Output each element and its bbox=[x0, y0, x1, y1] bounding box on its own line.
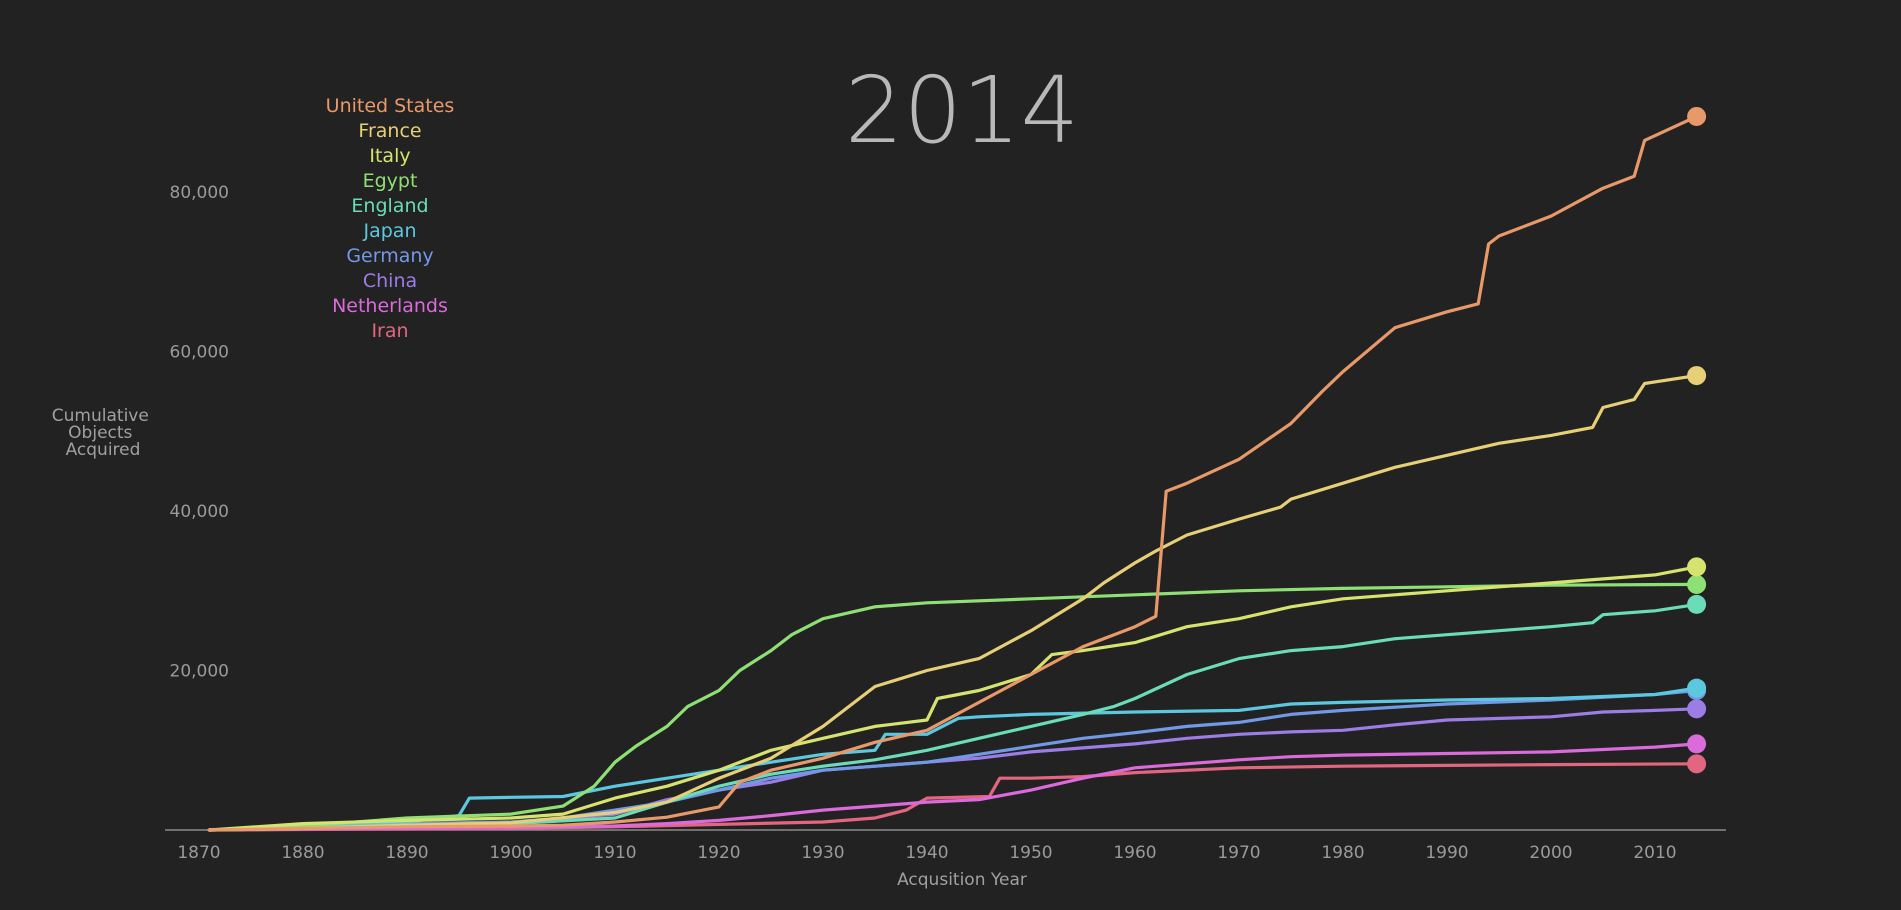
y-axis-title-line: Objects bbox=[68, 423, 132, 443]
series-end-marker-france bbox=[1687, 366, 1707, 386]
y-tick-label: 60,000 bbox=[170, 343, 229, 363]
x-tick-label: 1900 bbox=[489, 843, 532, 863]
series-line-united-states bbox=[207, 114, 1699, 832]
legend: United States France Italy Egypt England Japa… bbox=[326, 95, 455, 342]
series-end-marker-england bbox=[1687, 594, 1707, 614]
x-tick-label: 1870 bbox=[177, 843, 220, 863]
legend-item: Netherlands bbox=[332, 295, 448, 317]
series-end-marker-china bbox=[1687, 699, 1707, 719]
y-tick-label: 80,000 bbox=[170, 183, 229, 203]
x-tick-labels: 1870 1880 1890 1900 1910 1920 1930 1940 1950 1960… bbox=[177, 843, 1676, 863]
y-axis-title: Cumulative Objects Acquired bbox=[52, 406, 154, 460]
legend-item: Italy bbox=[369, 145, 410, 167]
x-tick-label: 1960 bbox=[1113, 843, 1156, 863]
legend-item: England bbox=[351, 195, 428, 217]
y-tick-labels: 20,000 40,000 60,000 80,000 bbox=[170, 183, 229, 681]
y-axis-title-line: Cumulative bbox=[52, 406, 149, 426]
x-tick-label: 1890 bbox=[385, 843, 428, 863]
series-line-italy bbox=[207, 565, 1699, 832]
legend-item: Germany bbox=[346, 245, 433, 267]
series-line-netherlands bbox=[207, 742, 1699, 832]
x-tick-label: 1990 bbox=[1425, 843, 1468, 863]
series-line-france bbox=[207, 374, 1699, 832]
series-end-marker-united-states bbox=[1687, 106, 1707, 126]
series-end-marker-italy bbox=[1687, 557, 1707, 577]
legend-item: France bbox=[358, 120, 421, 142]
series-line-england bbox=[207, 602, 1699, 832]
legend-item: China bbox=[363, 270, 417, 292]
legend-item: Egypt bbox=[363, 170, 418, 192]
x-tick-label: 2000 bbox=[1529, 843, 1572, 863]
x-tick-label: 1970 bbox=[1217, 843, 1260, 863]
series-end-marker-iran bbox=[1687, 754, 1707, 774]
x-tick-label: 2010 bbox=[1633, 843, 1676, 863]
series-line-china bbox=[207, 707, 1699, 832]
legend-item: Japan bbox=[363, 220, 417, 242]
x-tick-label: 1910 bbox=[593, 843, 636, 863]
series-lines bbox=[207, 106, 1707, 832]
y-tick-label: 20,000 bbox=[170, 662, 229, 682]
x-tick-label: 1880 bbox=[281, 843, 324, 863]
x-tick-label: 1920 bbox=[697, 843, 740, 863]
x-tick-label: 1940 bbox=[905, 843, 948, 863]
series-end-marker-netherlands bbox=[1687, 734, 1707, 754]
x-tick-label: 1980 bbox=[1321, 843, 1364, 863]
legend-item: United States bbox=[326, 95, 455, 117]
x-tick-label: 1950 bbox=[1009, 843, 1052, 863]
y-axis-title-line: Acquired bbox=[66, 440, 141, 460]
chart-title: 2014 bbox=[845, 57, 1079, 164]
y-tick-label: 40,000 bbox=[170, 502, 229, 522]
legend-item: Iran bbox=[371, 320, 408, 342]
x-axis-title: Acqusition Year bbox=[897, 870, 1027, 890]
series-end-marker-egypt bbox=[1687, 574, 1707, 594]
series-line-iran bbox=[207, 762, 1699, 832]
series-line-egypt bbox=[207, 582, 1699, 832]
x-tick-label: 1930 bbox=[801, 843, 844, 863]
series-end-marker-japan bbox=[1687, 678, 1707, 698]
